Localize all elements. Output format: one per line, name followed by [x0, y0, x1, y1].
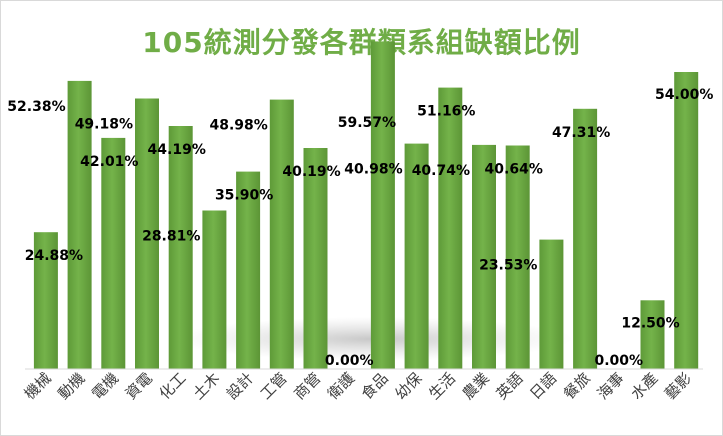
category-label: 土木 [189, 369, 223, 403]
category-label: 水產 [627, 369, 661, 403]
category-label: 電機 [88, 369, 122, 403]
data-label: 0.00% [325, 353, 374, 369]
bar [370, 41, 395, 370]
bar [573, 108, 598, 370]
category-label: 工管 [257, 369, 291, 403]
bars [33, 41, 699, 370]
category-label: 藝影 [661, 369, 695, 403]
bar [303, 148, 328, 369]
category-label: 商管 [290, 369, 324, 403]
bar [67, 80, 92, 370]
data-label: 28.81% [142, 229, 200, 245]
bar [168, 126, 193, 369]
bar [202, 210, 227, 369]
bar [269, 99, 294, 369]
category-label: 海事 [594, 369, 628, 403]
bar [640, 300, 665, 370]
data-label: 59.57% [338, 115, 396, 131]
category-label: 幼保 [391, 369, 425, 403]
data-label: 40.98% [344, 162, 402, 178]
bar [539, 239, 564, 369]
data-label: 49.18% [75, 117, 133, 133]
category-labels: 機械 動機 電機 資電 化工 土木 設計 工管 商管 衛護 食品 幼保 生活 農業 英語 日語 餐旅 海事 水產 藝影 [21, 369, 695, 403]
bar [674, 72, 699, 369]
data-label: 40.19% [282, 164, 340, 180]
category-label: 食品 [358, 369, 392, 403]
bar [505, 145, 530, 369]
data-label: 40.64% [485, 162, 543, 178]
data-label: 35.90% [215, 188, 273, 204]
data-label: 42.01% [80, 154, 138, 170]
data-label: 54.00% [655, 87, 713, 103]
data-label: 47.31% [552, 125, 610, 141]
data-label: 24.88% [25, 248, 83, 264]
bar [236, 171, 261, 369]
category-label: 機械 [21, 369, 55, 403]
data-label: 23.53% [479, 258, 537, 274]
bar [404, 143, 429, 369]
category-label: 生活 [425, 369, 459, 403]
category-label: 化工 [156, 369, 190, 403]
chart-title: 105統測分發各群類系組缺額比例 [142, 26, 581, 59]
bar [33, 232, 58, 369]
data-label: 0.00% [595, 353, 644, 369]
category-label: 設計 [223, 369, 257, 403]
bar [472, 144, 496, 369]
category-label: 英語 [493, 369, 527, 403]
bar [101, 137, 126, 369]
category-label: 資電 [122, 369, 156, 403]
data-label: 40.74% [412, 163, 470, 179]
category-label: 衛護 [324, 369, 358, 403]
category-label: 餐旅 [560, 369, 594, 403]
category-label: 農業 [459, 369, 493, 403]
category-label: 日語 [526, 369, 560, 403]
data-labels: 24.88% 52.38% 42.01% 49.18% 44.19% 28.81% 35.9… [7, 87, 713, 369]
data-label: 12.50% [621, 315, 679, 331]
data-label: 52.38% [7, 99, 65, 115]
data-label: 51.16% [417, 104, 475, 120]
bar [135, 98, 159, 369]
data-label: 48.98% [209, 118, 267, 134]
data-label: 44.19% [148, 142, 206, 158]
category-label: 動機 [54, 369, 88, 403]
bar [438, 87, 463, 369]
